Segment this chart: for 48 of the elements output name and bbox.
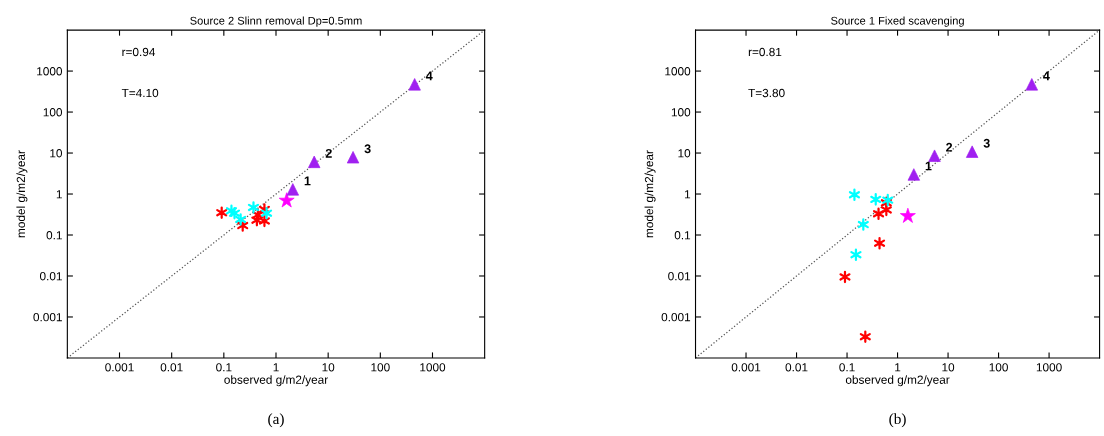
annotation: 1 [925, 161, 932, 171]
x-tick-label: 1000 [420, 363, 446, 372]
x-tick-label: 1 [273, 363, 279, 372]
y-tick-label: 1 [56, 190, 62, 199]
y-tick-label: 100 [43, 108, 63, 117]
x-axis-title: observed g/m2/year [224, 375, 328, 387]
x-tick-label: 10 [942, 363, 955, 372]
chart-title: Source 1 Fixed scavenging [831, 16, 964, 27]
x-tick-label: 0.1 [216, 363, 232, 372]
x-tick-label: 100 [371, 363, 390, 372]
annotation: r=0.94 [122, 47, 156, 57]
annotation: 2 [325, 148, 332, 158]
y-tick-label: 10 [678, 149, 691, 158]
x-axis-title: observed g/m2/year [845, 375, 950, 387]
annotation: 3 [983, 138, 990, 148]
y-tick-label: 0.01 [668, 272, 691, 281]
x-tick-label: 1 [895, 363, 901, 372]
y-tick-label: 0.001 [33, 313, 62, 322]
x-tick-label: 0.1 [839, 363, 855, 372]
x-tick-label: 0.01 [160, 363, 183, 372]
annotation: T=3.80 [748, 88, 785, 98]
y-tick-label: 1 [684, 190, 691, 199]
y-tick-label: 0.01 [39, 272, 62, 281]
y-tick-label: 1000 [665, 67, 691, 76]
y-tick-label: 1000 [37, 67, 63, 76]
y-tick-label: 0.001 [661, 313, 691, 322]
annotation: 3 [364, 144, 371, 154]
annotation: r=0.81 [748, 47, 782, 57]
x-tick-label: 0.001 [105, 363, 134, 372]
annotation: 1 [304, 176, 311, 186]
chart-title: Source 2 Slinn removal Dp=0.5mm [190, 16, 362, 27]
x-tick-label: 0.001 [731, 363, 761, 372]
annotation: T=4.10 [121, 88, 159, 98]
annotation: 2 [946, 142, 953, 152]
y-tick-label: 0.1 [674, 231, 691, 240]
text: (b) [889, 413, 906, 428]
y-tick-label: 10 [50, 149, 63, 158]
x-tick-label: 0.01 [785, 363, 808, 372]
x-tick-label: 10 [322, 363, 335, 372]
annotation: 4 [1043, 71, 1050, 81]
y-axis-title: model g/m2/year [644, 150, 656, 238]
x-tick-label: 1000 [1036, 363, 1062, 372]
x-tick-label: 100 [989, 363, 1008, 372]
y-tick-label: 100 [671, 108, 691, 117]
text: (a) [268, 413, 284, 428]
y-tick-label: 0.1 [46, 231, 62, 240]
y-axis-title: model g/m2/year [16, 150, 28, 238]
annotation: 4 [425, 71, 433, 81]
